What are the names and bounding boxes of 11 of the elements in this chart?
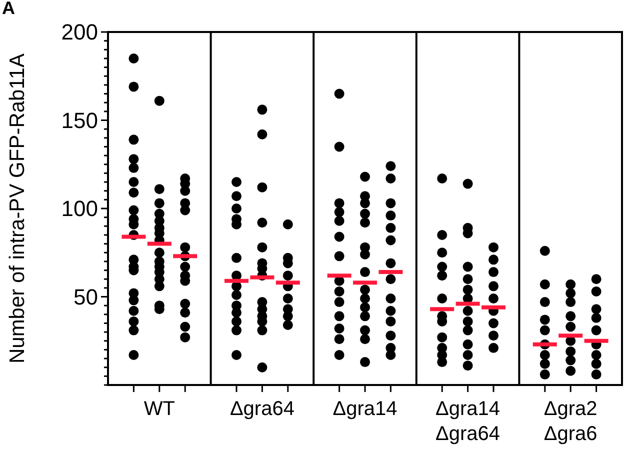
x-tick-label: Δgra14 Δgra64 (436, 398, 500, 445)
y-tick-label: 150 (61, 108, 98, 133)
x-tick-label: WT (144, 398, 175, 420)
y-axis-title: Number of intra-PV GFP-Rab11A (6, 53, 29, 364)
x-tick-label: Δgra2 Δgra6 (544, 398, 598, 445)
x-tick-label: Δgra64 (230, 398, 294, 420)
text: A (2, 0, 15, 18)
x-tick-label: Δgra14 (332, 398, 398, 420)
y-tick-label: 50 (74, 284, 98, 310)
y-tick-label: 200 (61, 20, 98, 45)
y-tick-label: 100 (61, 196, 98, 222)
